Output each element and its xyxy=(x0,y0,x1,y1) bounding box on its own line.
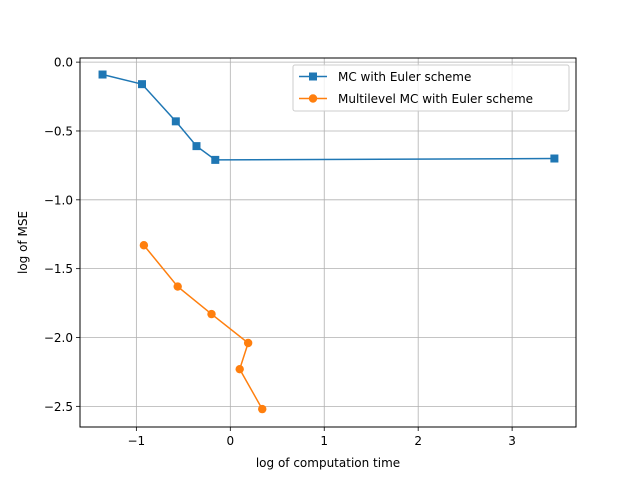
x-axis-label: log of computation time xyxy=(256,456,400,470)
data-point xyxy=(139,241,149,250)
y-tick-label: −2.5 xyxy=(44,400,73,414)
x-tick-label: 1 xyxy=(320,434,328,448)
data-point xyxy=(171,117,180,126)
y-tick-label: −1.5 xyxy=(44,262,73,276)
y-tick-label: 0.0 xyxy=(54,56,73,70)
series-line xyxy=(143,244,263,410)
data-point xyxy=(173,282,182,291)
series-0 xyxy=(98,70,559,164)
y-axis-label: log of MSE xyxy=(16,211,30,274)
legend-marker-mc xyxy=(309,72,317,81)
data-point xyxy=(211,155,220,164)
series-1 xyxy=(139,241,267,414)
ticks: −1 0 1 2 3 0.0 −0.5 −1.0 −1.5 −2.0 −2.5 xyxy=(44,56,516,448)
series-layer xyxy=(98,70,559,414)
legend-label-mc: MC with Euler scheme xyxy=(338,70,471,84)
legend-box xyxy=(292,64,570,112)
data-point xyxy=(550,154,559,163)
legend-marker-mlmc xyxy=(308,94,318,103)
data-point xyxy=(258,404,267,414)
data-point xyxy=(98,70,107,79)
data-point xyxy=(243,338,253,348)
y-tick-label: −0.5 xyxy=(44,124,73,138)
legend: MC with Euler scheme Multilevel MC with … xyxy=(292,64,570,112)
x-tick-label: 3 xyxy=(508,434,516,448)
data-point xyxy=(235,364,244,374)
data-point xyxy=(207,309,216,319)
data-point xyxy=(192,142,201,151)
legend-label-mlmc: Multilevel MC with Euler scheme xyxy=(338,92,533,106)
data-point xyxy=(138,80,146,89)
plot-frame xyxy=(79,57,577,428)
x-tick-label: −1 xyxy=(128,434,146,448)
y-tick-label: −2.0 xyxy=(44,331,73,345)
x-tick-label: 2 xyxy=(414,434,422,448)
y-tick-label: −1.0 xyxy=(44,193,73,207)
x-tick-label: 0 xyxy=(226,434,234,448)
series-line xyxy=(102,73,555,161)
